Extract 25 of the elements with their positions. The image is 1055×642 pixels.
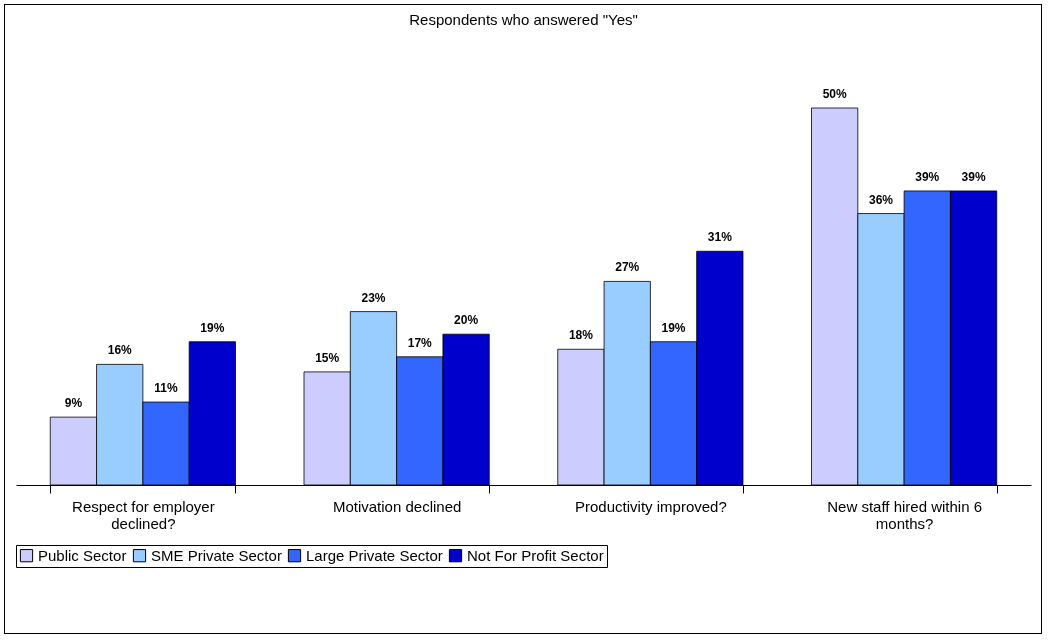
x-tick-label: New staff hired within 6 months? <box>827 497 983 532</box>
data-label: 15% <box>315 350 340 365</box>
data-label: 11% <box>154 381 179 396</box>
legend-label: Public Sector <box>38 546 127 564</box>
data-label: 31% <box>707 230 733 245</box>
x-tick-label: Productivity improved? <box>575 497 727 515</box>
x-tick-label: Motivation declined <box>332 497 462 515</box>
legend-label: Not For Profit Sector <box>467 546 604 564</box>
data-label: 18% <box>568 328 594 343</box>
data-label: 23% <box>361 290 386 305</box>
data-label: 50% <box>822 87 847 101</box>
legend-label: Large Private Sector <box>306 546 443 564</box>
data-label: 20% <box>454 313 479 328</box>
data-label: 19% <box>200 320 225 335</box>
chart-title: Respondents who answered "Yes" <box>409 11 638 28</box>
data-label: 19% <box>661 320 686 335</box>
data-label: 39% <box>915 169 940 184</box>
data-label: 16% <box>107 343 133 358</box>
x-tick-label: Respect for employer declined? <box>72 497 215 532</box>
legend-label: SME Private Sector <box>151 546 282 564</box>
data-label: 9% <box>64 396 83 411</box>
data-label: 17% <box>407 335 433 350</box>
data-label: 36% <box>868 192 894 207</box>
data-label: 27% <box>615 260 640 275</box>
data-label: 39% <box>961 169 986 184</box>
